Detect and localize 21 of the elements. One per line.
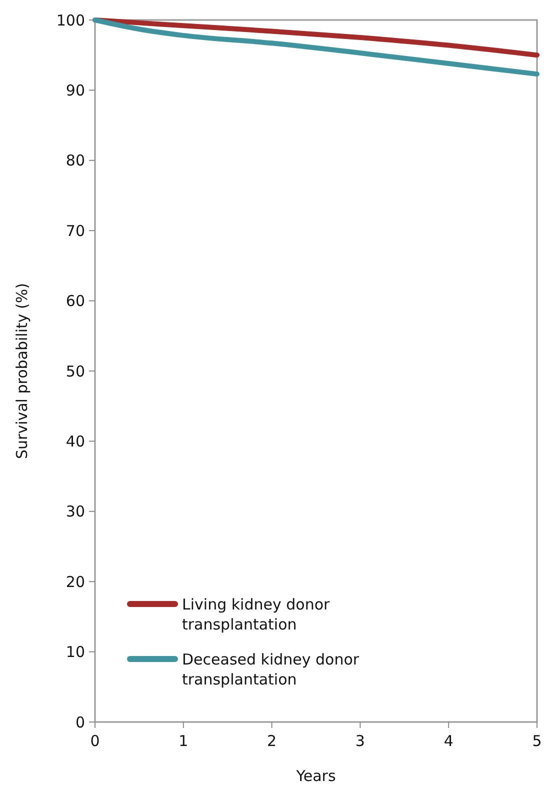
y-tick-label: 60 bbox=[66, 292, 85, 310]
y-tick-label: 10 bbox=[66, 643, 85, 662]
x-tick-label: 1 bbox=[178, 732, 188, 750]
legend-label: Living kidney donor transplantation bbox=[182, 595, 331, 634]
y-tick-label: 90 bbox=[66, 81, 85, 100]
y-tick-label: 40 bbox=[66, 432, 85, 450]
x-axis-title: Years bbox=[295, 767, 336, 785]
x-tick-label: 2 bbox=[267, 732, 277, 750]
y-tick-label: 100 bbox=[56, 11, 85, 30]
x-tick-label: 0 bbox=[90, 732, 100, 750]
x-tick-label: 4 bbox=[444, 732, 454, 750]
y-tick-label: 80 bbox=[66, 152, 85, 170]
y-tick-label: 20 bbox=[66, 572, 85, 591]
x-tick-label: 5 bbox=[532, 732, 542, 750]
legend-label: Deceased kidney donor transplantation bbox=[182, 650, 360, 688]
y-tick-label: 70 bbox=[66, 222, 85, 240]
y-tick-label: 0 bbox=[75, 713, 85, 732]
y-tick-label: 30 bbox=[66, 502, 85, 521]
y-tick-label: 50 bbox=[66, 362, 85, 380]
y-axis-title: Survival probability (%) bbox=[13, 282, 31, 460]
x-tick-label: 3 bbox=[355, 732, 365, 750]
